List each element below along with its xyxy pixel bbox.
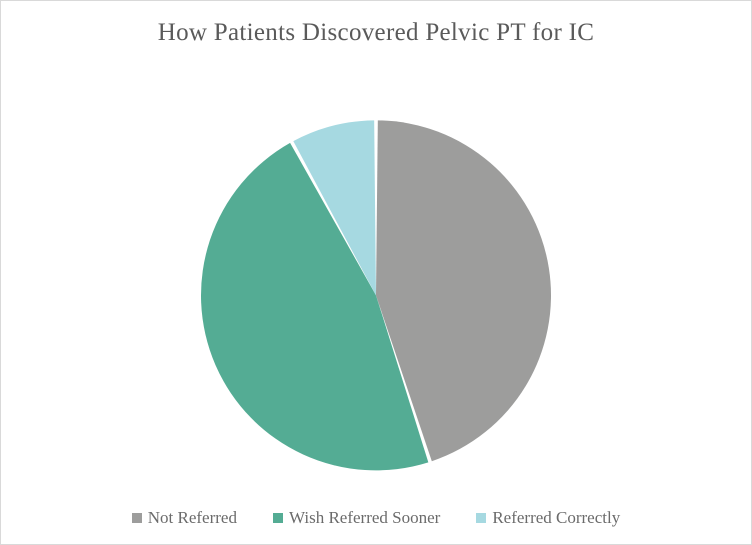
legend-swatch-2 [476,513,486,523]
pie-svg [197,116,555,474]
legend-swatch-1 [273,513,283,523]
legend-label-2: Referred Correctly [492,508,620,528]
legend-item-0: Not Referred [132,508,237,528]
legend-swatch-0 [132,513,142,523]
pie-chart [197,116,555,479]
chart-title: How Patients Discovered Pelvic PT for IC [1,1,751,47]
legend-item-2: Referred Correctly [476,508,620,528]
legend-label-0: Not Referred [148,508,237,528]
legend: Not Referred Wish Referred Sooner Referred… [1,508,751,528]
legend-item-1: Wish Referred Sooner [273,508,440,528]
pie-chart-card: How Patients Discovered Pelvic PT for IC… [0,0,752,545]
legend-label-1: Wish Referred Sooner [289,508,440,528]
